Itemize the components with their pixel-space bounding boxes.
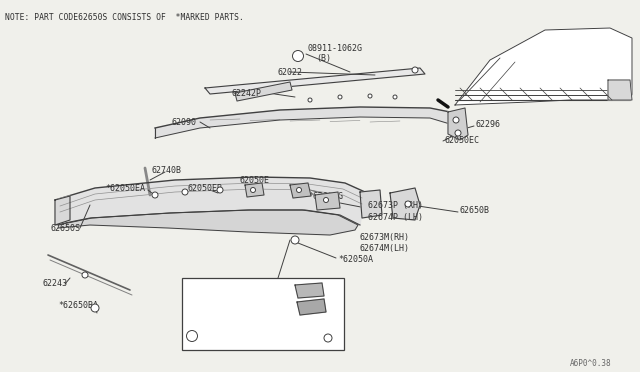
Text: NOTE: PART CODE62650S CONSISTS OF  *MARKED PARTS.: NOTE: PART CODE62650S CONSISTS OF *MARKE…	[5, 13, 244, 22]
Text: *62050EA: *62050EA	[105, 183, 145, 192]
Text: U/2S[0594-: U/2S[0594-	[188, 279, 237, 288]
Text: 62650S: 62650S	[50, 224, 80, 232]
Circle shape	[308, 98, 312, 102]
Circle shape	[250, 187, 255, 192]
Polygon shape	[360, 190, 382, 218]
Text: 62022: 62022	[278, 67, 303, 77]
Text: 08566-6162A: 08566-6162A	[202, 330, 255, 340]
Text: N: N	[296, 54, 300, 58]
Polygon shape	[455, 28, 632, 105]
Polygon shape	[155, 107, 460, 138]
Polygon shape	[205, 68, 425, 94]
Circle shape	[324, 334, 332, 342]
Text: ]: ]	[337, 279, 342, 288]
Circle shape	[186, 330, 198, 341]
Circle shape	[338, 95, 342, 99]
Polygon shape	[390, 188, 420, 220]
Text: *62050G: *62050G	[308, 192, 343, 201]
Text: S: S	[190, 334, 194, 339]
FancyBboxPatch shape	[182, 278, 344, 350]
Polygon shape	[245, 183, 264, 197]
Circle shape	[91, 304, 99, 312]
Text: 62050EB: 62050EB	[188, 183, 223, 192]
Text: 62674M(LH): 62674M(LH)	[360, 244, 410, 253]
Circle shape	[323, 198, 328, 202]
Polygon shape	[235, 82, 292, 101]
Circle shape	[412, 67, 418, 73]
Polygon shape	[295, 283, 324, 298]
Text: 62671 (RH): 62671 (RH)	[200, 292, 249, 301]
Circle shape	[292, 51, 303, 61]
Polygon shape	[315, 192, 340, 210]
Polygon shape	[448, 108, 468, 140]
Text: 62050EC: 62050EC	[445, 135, 480, 144]
Text: 62243: 62243	[42, 279, 67, 289]
Polygon shape	[297, 299, 326, 315]
Text: *62650BA: *62650BA	[58, 301, 98, 310]
Circle shape	[455, 130, 461, 136]
Circle shape	[182, 189, 188, 195]
Text: 62673M(RH): 62673M(RH)	[360, 232, 410, 241]
Text: 62050E: 62050E	[240, 176, 270, 185]
Polygon shape	[290, 183, 311, 198]
Circle shape	[368, 94, 372, 98]
Polygon shape	[55, 196, 70, 225]
Text: 62740B: 62740B	[152, 166, 182, 174]
Circle shape	[405, 201, 411, 207]
Text: (4): (4)	[214, 343, 228, 352]
Circle shape	[453, 117, 459, 123]
Text: (B): (B)	[316, 54, 331, 62]
Polygon shape	[55, 177, 365, 225]
Polygon shape	[58, 210, 358, 235]
Text: 62673P (RH): 62673P (RH)	[368, 201, 423, 209]
Text: A6P0^0.38: A6P0^0.38	[570, 359, 612, 368]
Circle shape	[291, 236, 299, 244]
Circle shape	[152, 192, 158, 198]
Text: 62672(LH): 62672(LH)	[200, 304, 244, 312]
Text: 08911-1062G: 08911-1062G	[308, 44, 363, 52]
Text: *62050A: *62050A	[338, 256, 373, 264]
Text: 62090: 62090	[172, 118, 197, 126]
Polygon shape	[608, 80, 632, 100]
Circle shape	[393, 95, 397, 99]
Circle shape	[82, 272, 88, 278]
Text: 62674P (LH): 62674P (LH)	[368, 212, 423, 221]
Circle shape	[217, 187, 223, 193]
Text: 62296: 62296	[476, 119, 501, 128]
Text: 62242P: 62242P	[232, 89, 262, 97]
Text: 62650B: 62650B	[460, 205, 490, 215]
Circle shape	[296, 187, 301, 192]
